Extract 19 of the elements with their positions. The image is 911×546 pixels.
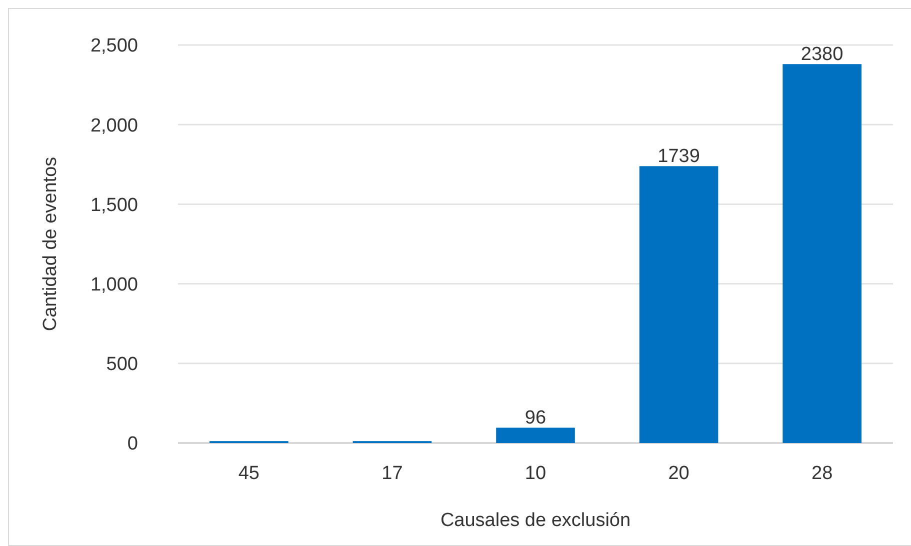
x-tick-label: 28 [812,463,833,484]
x-tick-label: 10 [524,463,546,484]
x-tick-label: 20 [668,463,690,484]
y-tick-label: 2,500 [90,36,138,57]
y-tick-label: 2,000 [90,115,138,136]
bar [782,64,862,443]
x-axis-title: Causales de exclusión [440,510,631,531]
x-tick-label: 17 [382,463,403,484]
y-tick-label: 1,500 [90,194,138,216]
y-tick-label: 0 [127,434,138,455]
data-label: 96 [524,408,546,429]
x-tick-label: 45 [238,463,260,484]
y-tick-label: 500 [106,354,138,376]
bar [639,166,718,443]
data-label: 2380 [800,44,844,66]
y-axis-title: Cantidad de eventos [40,156,61,332]
bar [496,428,575,443]
data-label: 1739 [658,146,700,168]
y-tick-label: 1,000 [90,274,138,296]
